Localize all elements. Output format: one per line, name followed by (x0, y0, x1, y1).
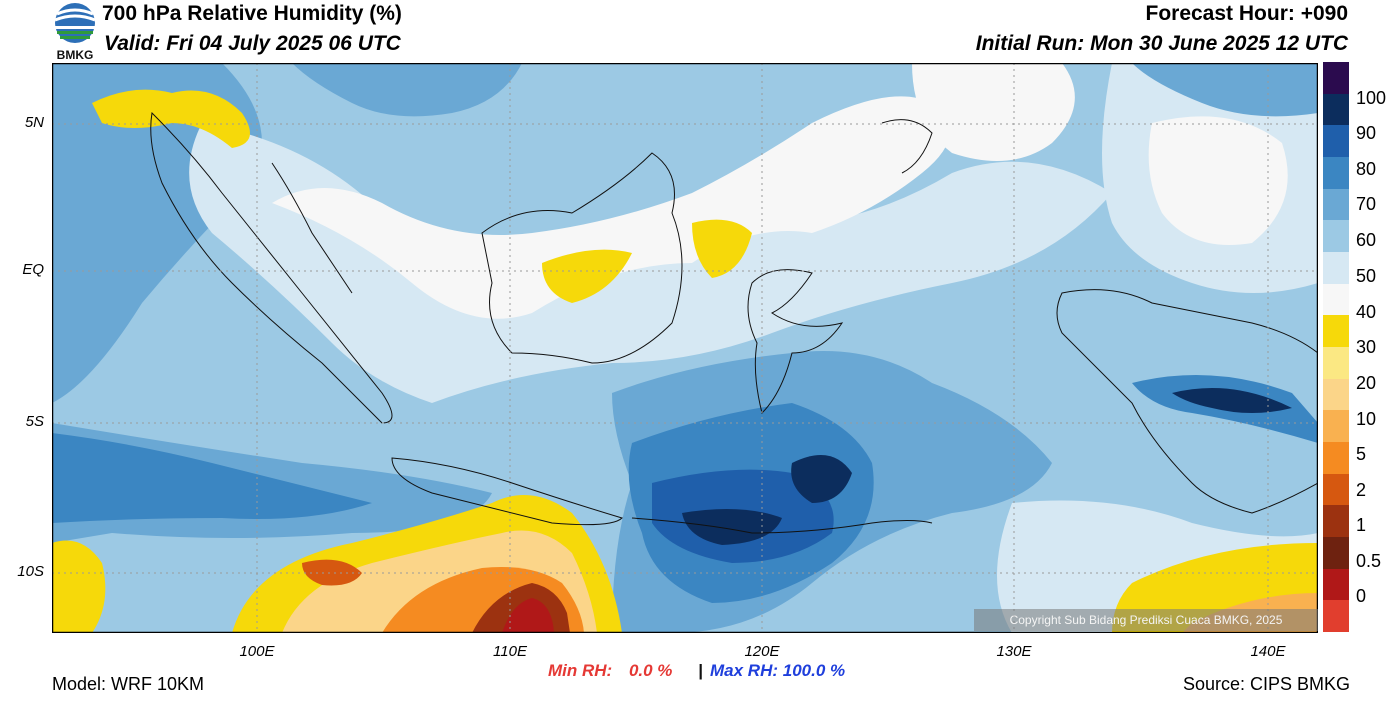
colorbar-swatch (1323, 346, 1349, 379)
colorbar-label: 90 (1356, 123, 1377, 143)
min-rh-label: Min RH: 0.0 % (548, 661, 672, 681)
stat-separator: | (698, 661, 703, 680)
colorbar-label: 1 (1356, 515, 1367, 535)
colorbar-swatch (1323, 441, 1349, 474)
rh-zone-sw-band-dark (52, 433, 372, 523)
forecast-hour: Forecast Hour: +090 (1145, 2, 1349, 25)
colorbar-swatch (1323, 93, 1349, 126)
colorbar-label: 20 (1356, 373, 1377, 393)
colorbar-swatch (1323, 156, 1349, 189)
graticule (52, 63, 1318, 633)
coast-philippines (881, 119, 933, 174)
colorbar-label: 50 (1356, 266, 1377, 286)
colorbar-label: 80 (1356, 159, 1377, 179)
rh-zone-east-white (1148, 116, 1288, 245)
lat-label-eq: EQ (22, 261, 44, 278)
colorbar-label: 0.5 (1356, 551, 1382, 571)
rh-zone-ne-blue (1132, 63, 1318, 117)
colorbar-swatch (1323, 600, 1349, 632)
colorbar-label: 40 (1356, 302, 1377, 322)
colorbar-swatch (1323, 473, 1349, 506)
model-label: Model: WRF 10KM (52, 674, 205, 694)
colorbar-label: 5 (1356, 444, 1367, 464)
rh-zone-sulawesi-yellow (692, 219, 752, 278)
rh-zone-south-dry-core (502, 598, 554, 633)
rh-zone-timor-core (791, 455, 852, 503)
rh-zone-north-blue (292, 63, 522, 117)
copyright-note: Copyright Sub Bidang Prediksi Cuaca BMKG… (974, 609, 1318, 631)
coast-sulawesi (747, 269, 844, 414)
humidity-map (52, 63, 1318, 633)
rh-zone-papua-core (1172, 388, 1292, 413)
logo-text: BMKG (57, 48, 94, 62)
colorbar-swatch (1323, 62, 1349, 94)
initial-run: Initial Run: Mon 30 June 2025 12 UTC (975, 32, 1348, 55)
coast-papua (1056, 289, 1318, 514)
colorbar-label: 10 (1356, 409, 1377, 429)
bmkg-logo: BMKG (52, 2, 98, 62)
coast-malay-peninsula (271, 162, 353, 294)
lat-label-10s: 10S (17, 563, 44, 580)
max-rh-caption: Max RH: (710, 661, 779, 680)
colorbar-swatch (1323, 536, 1349, 569)
coast-java (391, 457, 623, 526)
colorbar-swatch (1323, 220, 1349, 252)
lat-label-5n: 5N (24, 114, 44, 131)
rh-zone-ne-white (912, 63, 1075, 161)
lon-label-140e: 140E (1250, 643, 1286, 660)
rh-zone-central-white (272, 96, 950, 319)
valid-time: Valid: Fri 04 July 2025 06 UTC (104, 32, 401, 55)
colorbar (1323, 62, 1349, 632)
colorbar-label: 60 (1356, 230, 1377, 250)
max-rh-label: Max RH: 100.0 % (710, 661, 845, 681)
lon-label-130e: 130E (996, 643, 1032, 660)
colorbar-label: 0 (1356, 586, 1367, 606)
rh-zone-sw-corner-yellow (52, 540, 106, 633)
lat-label-5s: 5S (25, 413, 44, 430)
min-rh-value: 0.0 % (628, 661, 673, 680)
colorbar-label: 30 (1356, 337, 1377, 357)
lon-label-120e: 120E (744, 643, 780, 660)
min-rh-caption: Min RH: (548, 661, 613, 680)
colorbar-swatch (1323, 568, 1349, 601)
colorbar-label: 2 (1356, 480, 1367, 500)
source-label: Source: CIPS BMKG (1182, 674, 1350, 694)
colorbar-swatch (1323, 125, 1349, 157)
colorbar-swatch (1323, 188, 1349, 221)
map-title: 700 hPa Relative Humidity (%) (102, 2, 402, 25)
colorbar-swatch (1323, 410, 1349, 442)
colorbar-label: 70 (1356, 194, 1377, 214)
colorbar-swatch (1323, 283, 1349, 316)
colorbar-swatch (1323, 505, 1349, 537)
colorbar-swatch (1323, 315, 1349, 347)
rh-zone-sw-dry-pocket (302, 559, 362, 586)
lon-label-100e: 100E (239, 643, 275, 660)
colorbar-swatch (1323, 378, 1349, 411)
rh-zone-south-blue-core (682, 509, 782, 545)
colorbar-swatch (1323, 251, 1349, 284)
lon-label-110e: 110E (493, 643, 527, 660)
colorbar-label: 100 (1356, 88, 1387, 108)
rh-zone-borneo-yellow (542, 249, 632, 303)
map-frame (52, 63, 1318, 633)
coast-nusa-tenggara (631, 517, 933, 534)
coast-borneo (481, 152, 683, 364)
max-rh-value: 100.0 % (782, 661, 846, 680)
rh-zone-nw-yellow (92, 89, 250, 148)
